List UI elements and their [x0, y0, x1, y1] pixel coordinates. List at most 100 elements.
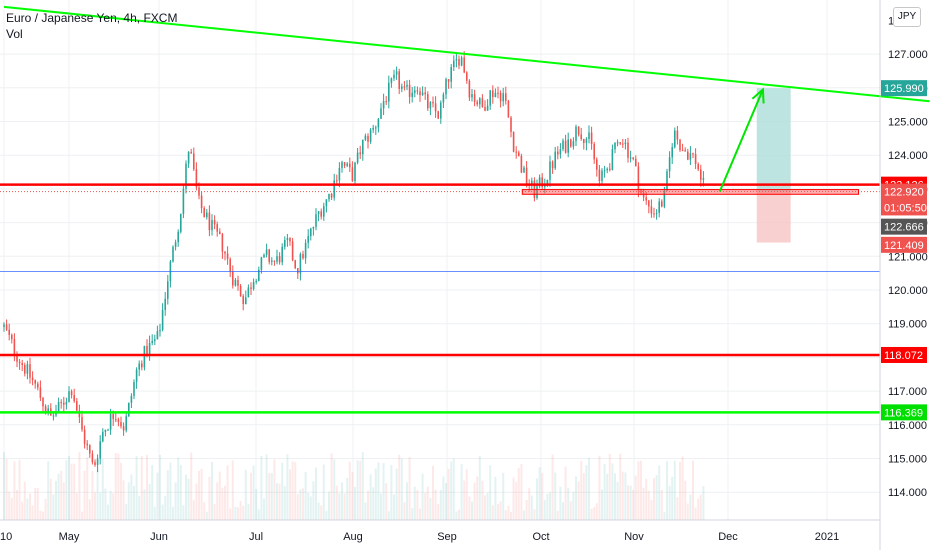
volume-bar — [450, 461, 453, 520]
volume-bar — [257, 509, 260, 520]
volume-bar — [140, 455, 143, 520]
price-labels: 125.990123.126122.92001:05:50122.666121.… — [881, 80, 927, 421]
candle-body — [432, 101, 434, 104]
candle-body — [224, 251, 226, 254]
volume-bar — [681, 456, 684, 520]
volume-bar — [107, 504, 109, 520]
volume-bar — [31, 505, 34, 520]
candle-body — [99, 441, 101, 459]
candle-body — [320, 211, 322, 217]
candle-body — [278, 256, 281, 263]
y-tick-label: 119.000 — [888, 319, 927, 331]
candle-body — [388, 82, 390, 102]
symbol-title: Euro / Japanese Yen, 4h, FXCM — [6, 11, 178, 25]
volume-bar — [88, 499, 91, 520]
candle-body — [624, 142, 627, 145]
volume-bar — [416, 490, 419, 520]
candle-body — [403, 86, 406, 88]
volume-bar — [445, 483, 447, 520]
volume-bar — [699, 494, 702, 520]
volume-bar — [473, 482, 476, 520]
candle-body — [466, 72, 468, 81]
volume-bar — [3, 452, 5, 520]
candle-body — [580, 134, 582, 140]
candle-body — [429, 101, 432, 109]
candle-body — [234, 279, 237, 286]
candle-body — [614, 142, 616, 150]
volume-bar — [653, 477, 655, 520]
candle-body — [156, 331, 159, 340]
candle-body — [239, 285, 242, 297]
currency-button[interactable]: JPY — [893, 7, 921, 27]
volume-bar — [83, 470, 86, 520]
candle-body — [520, 156, 523, 173]
candle-body — [632, 157, 634, 159]
volume-bar — [213, 503, 216, 520]
candle-body — [364, 135, 367, 140]
volume-bar — [361, 452, 364, 520]
candle-body — [3, 324, 5, 328]
candle-body — [52, 415, 55, 417]
candle-body — [369, 129, 372, 142]
volume-bar — [52, 494, 55, 520]
candle-body — [109, 414, 112, 430]
candle-body — [117, 419, 120, 423]
volume-bar — [520, 464, 523, 520]
candle-body — [271, 260, 273, 262]
volume-bar — [655, 475, 658, 520]
volume-bar — [538, 467, 541, 520]
candle-body — [73, 395, 75, 402]
candle-body — [531, 180, 533, 186]
candle-body — [263, 254, 265, 258]
volume-bar — [47, 461, 50, 520]
candle-body — [328, 193, 330, 200]
volume-bar — [10, 497, 13, 520]
candle-body — [70, 391, 73, 396]
volume-bar — [302, 488, 304, 520]
volume-bar — [13, 461, 16, 520]
price-label: 122.920 — [884, 187, 924, 199]
candle-body — [213, 220, 216, 225]
volume-bar — [632, 489, 635, 520]
volume-bar — [572, 491, 575, 520]
candle-body — [265, 249, 268, 255]
candle-body — [208, 212, 211, 231]
candle-body — [330, 193, 333, 198]
candle-body — [24, 364, 26, 374]
volume-bar — [263, 498, 265, 520]
candle-body — [338, 168, 341, 181]
volume-bar — [432, 465, 434, 520]
candle-body — [115, 419, 117, 421]
candle-body — [416, 90, 419, 92]
candle-body — [658, 201, 660, 213]
volume-bar — [341, 482, 343, 520]
volume-bar — [169, 462, 172, 520]
candle-body — [687, 151, 689, 160]
volume-bar — [125, 503, 128, 520]
volume-bar — [68, 455, 70, 520]
price-label-bg — [881, 80, 927, 97]
candle-body — [583, 139, 585, 143]
volume-bar — [390, 464, 393, 520]
candle-body — [684, 150, 686, 152]
candle-body — [336, 180, 338, 182]
candle-body — [107, 429, 109, 431]
candle-body — [31, 377, 34, 381]
volume-bar — [562, 502, 564, 520]
volume-bar — [335, 485, 338, 520]
candle-body — [81, 417, 83, 430]
candle-body — [479, 98, 481, 105]
candle-body — [91, 453, 94, 463]
candle-body — [590, 132, 593, 144]
candle-body — [434, 103, 437, 112]
volume-bar — [8, 491, 11, 520]
candle-body — [172, 246, 174, 262]
candle-body — [333, 180, 335, 198]
volume-bar — [273, 459, 276, 520]
volume-bar — [65, 460, 68, 520]
volume-bar — [426, 486, 429, 520]
candle-body — [128, 402, 130, 417]
